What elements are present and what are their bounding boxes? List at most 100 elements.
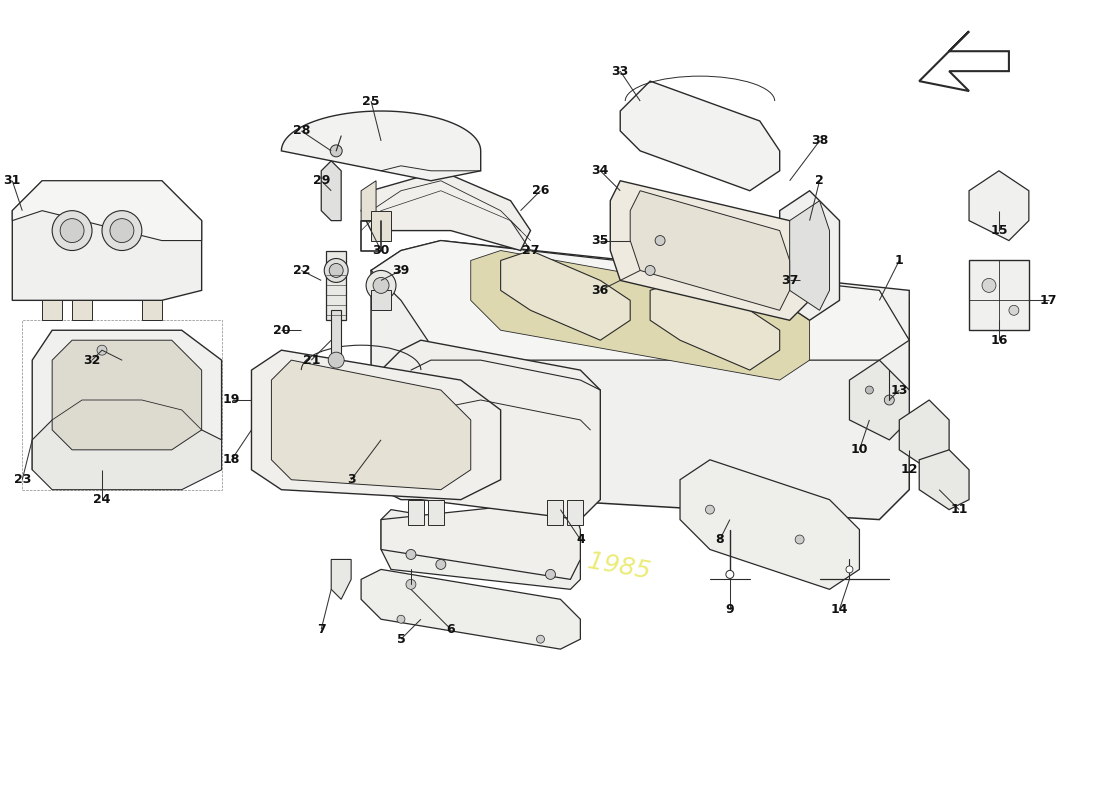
Text: 34: 34 [592,164,609,178]
Text: 6: 6 [447,622,455,636]
Circle shape [656,235,666,246]
Circle shape [329,263,343,278]
Text: 1985: 1985 [676,307,803,373]
Polygon shape [371,210,390,241]
Text: 11: 11 [950,503,968,516]
Circle shape [1009,306,1019,315]
Polygon shape [327,250,346,320]
Circle shape [795,535,804,544]
Text: 4: 4 [576,533,585,546]
Circle shape [102,210,142,250]
Circle shape [982,278,996,292]
Circle shape [110,218,134,242]
Polygon shape [471,250,810,380]
Polygon shape [361,170,530,250]
Polygon shape [331,559,351,599]
Circle shape [866,386,873,394]
Circle shape [406,579,416,590]
Polygon shape [408,500,424,525]
Polygon shape [52,340,201,450]
Text: 5: 5 [397,633,406,646]
Polygon shape [849,360,910,440]
Polygon shape [650,281,780,370]
Text: 33: 33 [612,65,629,78]
Text: 31: 31 [3,174,21,187]
Text: 38: 38 [811,134,828,147]
Polygon shape [900,400,949,470]
Text: 30: 30 [373,244,389,257]
Text: 39: 39 [393,264,409,277]
Circle shape [406,550,416,559]
Polygon shape [371,241,910,370]
Circle shape [373,278,389,294]
Polygon shape [568,500,583,525]
Polygon shape [381,510,581,590]
Text: 15: 15 [990,224,1008,237]
Text: 26: 26 [531,184,549,198]
Text: 25: 25 [362,94,380,107]
Polygon shape [371,250,910,360]
Text: 8: 8 [716,533,724,546]
Circle shape [324,258,349,282]
Polygon shape [548,500,563,525]
Circle shape [846,566,852,573]
Text: 7: 7 [317,622,326,636]
Polygon shape [620,81,780,190]
Polygon shape [361,181,376,221]
Polygon shape [272,360,471,490]
Text: 36: 36 [592,284,609,297]
Polygon shape [42,300,62,320]
Text: 28: 28 [293,125,310,138]
Polygon shape [969,261,1028,330]
Circle shape [705,505,714,514]
Polygon shape [371,270,910,519]
Circle shape [537,635,544,643]
Circle shape [546,570,556,579]
Polygon shape [630,190,790,310]
Polygon shape [73,300,92,320]
Polygon shape [680,460,859,590]
Text: 27: 27 [521,244,539,257]
Text: 9: 9 [726,602,734,616]
Text: 35: 35 [592,234,609,247]
Circle shape [330,145,342,157]
Polygon shape [282,111,481,181]
Text: a passion since 1985: a passion since 1985 [389,515,652,584]
Text: 20: 20 [273,324,290,337]
Circle shape [726,570,734,578]
Polygon shape [32,420,221,490]
Circle shape [397,615,405,623]
Text: 19: 19 [223,394,240,406]
Polygon shape [371,241,910,360]
Polygon shape [610,181,810,320]
Text: 18: 18 [223,454,240,466]
Circle shape [52,210,92,250]
Text: 23: 23 [13,474,31,486]
Text: 24: 24 [94,493,111,506]
Polygon shape [381,340,601,519]
Text: 37: 37 [781,274,799,287]
Polygon shape [920,450,969,510]
Circle shape [436,559,446,570]
Polygon shape [381,500,581,579]
Text: 32: 32 [84,354,101,366]
Circle shape [366,270,396,300]
Polygon shape [252,350,500,500]
Text: 12: 12 [901,463,918,476]
Text: eurospares: eurospares [365,341,874,419]
Polygon shape [969,170,1028,241]
Polygon shape [12,181,201,241]
Polygon shape [500,250,630,340]
Text: 10: 10 [850,443,868,456]
Polygon shape [12,181,201,300]
Text: 16: 16 [990,334,1008,346]
Circle shape [645,266,656,275]
Text: 13: 13 [891,383,908,397]
Polygon shape [321,161,341,221]
Text: 22: 22 [293,264,310,277]
Polygon shape [361,570,581,649]
Circle shape [97,345,107,355]
Polygon shape [428,500,443,525]
Polygon shape [371,290,390,310]
Polygon shape [790,201,829,310]
